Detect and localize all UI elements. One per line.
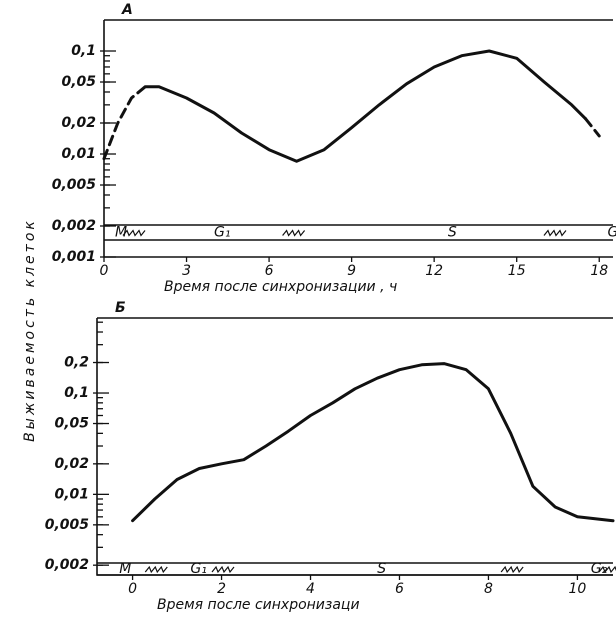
x-tick-label: 0: [100, 263, 109, 279]
x-tick-label: 9: [347, 263, 356, 279]
x-tick-label: 15: [508, 263, 526, 279]
phase-boundary: [144, 565, 168, 574]
x-tick-label: 0: [128, 581, 137, 597]
y-tick-label: 0,01: [61, 146, 96, 162]
x-tick-label: 12: [425, 263, 443, 279]
y-tick-label: 0,2: [64, 355, 89, 371]
y-tick-label: 0,005: [45, 517, 90, 533]
phase-label: G: [607, 225, 616, 241]
survival-curve: [143, 49, 587, 163]
y-tick-label: 0,1: [64, 385, 89, 401]
y-tick-label: 0,1: [71, 43, 96, 59]
y-tick-label: 0,02: [61, 115, 96, 131]
x-tick-label: 18: [590, 263, 608, 279]
x-tick-label: 2: [217, 581, 226, 597]
phase-label: G₂: [591, 561, 608, 577]
phase-bar: [104, 224, 613, 241]
phase-boundary: [543, 229, 567, 237]
phase-boundary: [500, 565, 524, 574]
phase-label: S: [448, 225, 457, 241]
x-tick-label: 3: [182, 263, 191, 279]
phase-label: S: [377, 561, 386, 577]
y-tick-label: 0,05: [54, 416, 89, 432]
phase-boundary: [282, 229, 306, 237]
y-tick-label: 0,05: [61, 74, 96, 90]
phase-label: G₁: [214, 225, 230, 241]
y-tick-label: 0,01: [54, 486, 89, 502]
x-axis-label: Время после синхронизаци: [157, 597, 360, 613]
y-tick-label: 0,02: [54, 456, 89, 472]
x-tick-label: 6: [395, 581, 404, 597]
axis-frame: [96, 317, 613, 576]
panel-label: A: [121, 2, 133, 18]
phase-label: M: [119, 561, 131, 577]
panel-label: Б: [115, 300, 126, 316]
x-tick-label: 10: [568, 581, 586, 597]
phase-boundary: [211, 565, 235, 574]
x-tick-label: 8: [484, 581, 493, 597]
phase-bar: [97, 562, 613, 576]
y-tick-label: 0,002: [52, 218, 96, 234]
x-axis-label: Время после синхронизации , ч: [164, 279, 397, 295]
axis-frame: [103, 19, 613, 258]
phase-boundary: [598, 565, 616, 574]
y-tick-label: 0,005: [52, 177, 97, 193]
y-tick-label: 0,001: [52, 249, 96, 265]
survival-curve: [102, 85, 601, 161]
phase-boundary: [122, 229, 146, 237]
x-tick-label: 6: [265, 263, 274, 279]
phase-label: G₁: [190, 561, 206, 577]
phase-label: M: [115, 225, 127, 241]
y-axis-label: Выживаемость клеток: [22, 218, 38, 442]
x-tick-label: 4: [306, 581, 315, 597]
survival-curve: [131, 362, 615, 523]
y-tick-label: 0,002: [45, 557, 89, 573]
